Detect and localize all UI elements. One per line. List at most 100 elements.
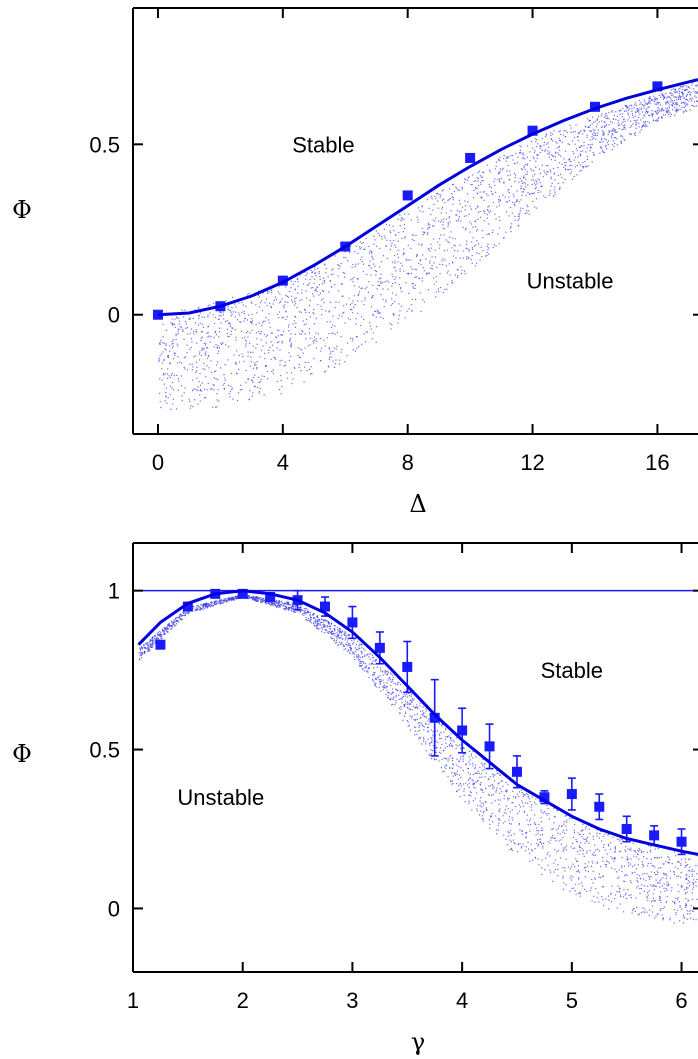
band-point xyxy=(604,121,606,123)
band-point xyxy=(600,115,602,117)
band-point xyxy=(514,176,516,179)
band-point xyxy=(434,735,437,737)
band-point xyxy=(172,342,174,344)
band-point xyxy=(514,806,516,808)
band-point xyxy=(172,381,174,384)
band-point xyxy=(508,832,510,834)
band-point xyxy=(616,891,618,893)
band-point xyxy=(200,354,203,356)
band-point xyxy=(669,92,671,94)
band-point xyxy=(458,218,460,220)
band-point xyxy=(418,262,420,264)
band-point xyxy=(531,796,533,798)
band-point xyxy=(322,619,324,621)
band-point xyxy=(444,228,446,230)
y-tick-label: 0.5 xyxy=(89,738,120,763)
band-point xyxy=(580,830,582,832)
band-point xyxy=(563,829,565,831)
band-point xyxy=(286,295,288,297)
band-point xyxy=(423,726,425,728)
band-point xyxy=(524,212,526,214)
band-point xyxy=(216,393,218,395)
band-point xyxy=(300,311,302,313)
band-point xyxy=(505,211,508,213)
band-point xyxy=(232,327,234,329)
band-point xyxy=(254,599,256,601)
band-point xyxy=(650,862,652,864)
band-point xyxy=(204,344,206,346)
band-point xyxy=(650,858,652,860)
band-point xyxy=(403,715,406,717)
band-point xyxy=(472,762,474,765)
band-point xyxy=(147,643,149,645)
band-point xyxy=(498,243,500,245)
band-point xyxy=(651,116,653,118)
band-point xyxy=(637,881,639,883)
band-point xyxy=(283,365,285,367)
band-point xyxy=(477,211,480,214)
band-point xyxy=(482,791,484,793)
band-point xyxy=(421,724,423,726)
band-point xyxy=(375,230,377,232)
band-point xyxy=(552,155,555,158)
band-point xyxy=(353,656,355,658)
band-point xyxy=(648,97,650,99)
band-point xyxy=(323,339,325,341)
band-point xyxy=(382,679,384,681)
band-point xyxy=(678,105,680,107)
band-point xyxy=(261,375,263,377)
band-point xyxy=(573,887,575,889)
band-point xyxy=(233,597,235,599)
band-point xyxy=(477,172,479,174)
band-point xyxy=(151,642,153,644)
band-point xyxy=(211,388,213,390)
band-point xyxy=(326,337,328,339)
band-point xyxy=(349,634,351,636)
band-point xyxy=(462,746,464,748)
band-point xyxy=(256,312,258,314)
band-point xyxy=(391,703,394,705)
band-point xyxy=(370,328,372,330)
band-point xyxy=(258,381,260,383)
band-point xyxy=(357,654,359,656)
band-point xyxy=(535,141,537,143)
band-point xyxy=(338,363,340,365)
band-point xyxy=(614,129,616,131)
band-point xyxy=(496,770,498,772)
band-point xyxy=(594,854,597,856)
band-point xyxy=(361,260,363,262)
band-point xyxy=(666,895,668,897)
band-point xyxy=(423,737,425,739)
band-point xyxy=(355,650,357,652)
band-point xyxy=(584,866,587,868)
band-point xyxy=(287,609,289,611)
band-point xyxy=(403,695,405,698)
band-point xyxy=(523,189,525,191)
band-point xyxy=(332,332,334,334)
band-point xyxy=(372,284,374,286)
band-point xyxy=(252,599,254,601)
band-point xyxy=(211,604,213,606)
band-point xyxy=(551,138,553,140)
band-point xyxy=(608,862,610,864)
band-point xyxy=(347,649,349,651)
band-point xyxy=(631,912,633,914)
band-point xyxy=(546,171,548,173)
band-point xyxy=(214,332,216,334)
band-point xyxy=(316,340,318,342)
band-point xyxy=(366,331,368,333)
band-point xyxy=(558,131,560,133)
band-point xyxy=(222,602,224,604)
band-point xyxy=(565,884,567,886)
band-point xyxy=(586,155,588,158)
band-point xyxy=(564,165,567,167)
band-point xyxy=(362,669,364,671)
band-point xyxy=(284,361,286,363)
band-point xyxy=(472,765,474,767)
band-point xyxy=(611,858,613,860)
band-point xyxy=(610,856,612,858)
band-point xyxy=(506,157,508,159)
band-point xyxy=(512,790,514,792)
band-point xyxy=(149,639,151,641)
band-point xyxy=(613,860,615,862)
